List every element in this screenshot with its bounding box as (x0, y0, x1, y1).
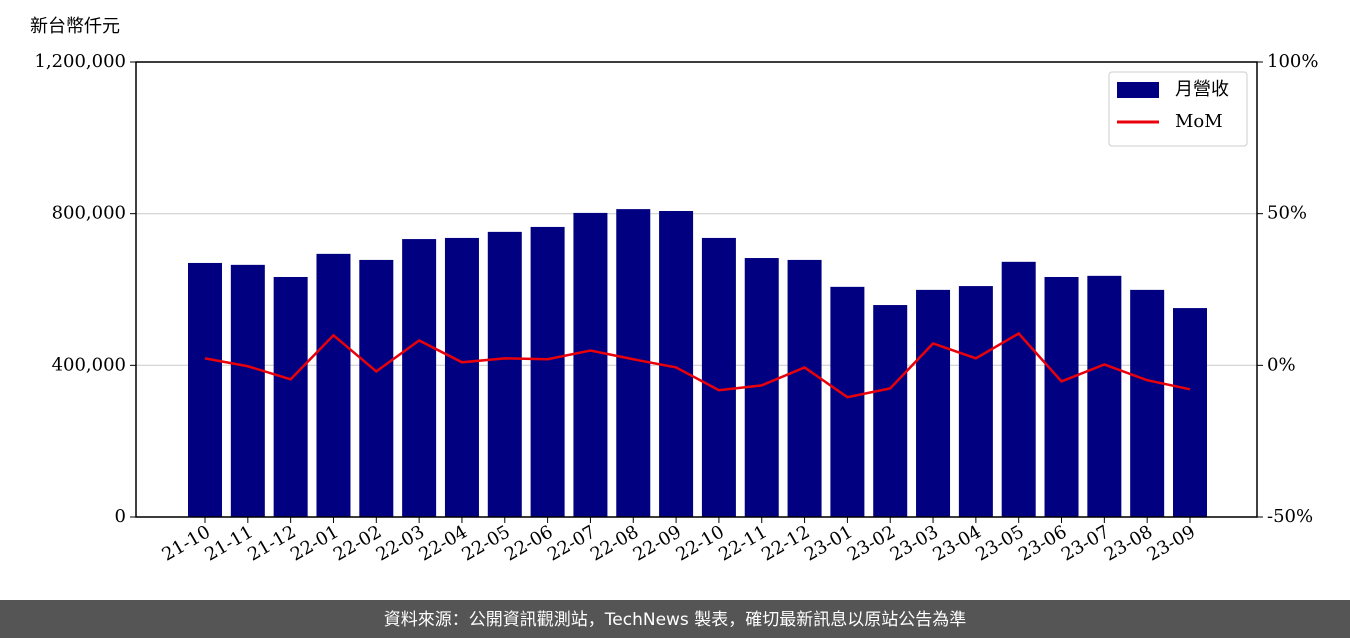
x-tick-label: 21-11 (201, 521, 256, 565)
legend-label: MoM (1175, 111, 1223, 132)
bar (1001, 261, 1036, 517)
y2-tick-label: 100% (1267, 51, 1318, 72)
bar (444, 237, 479, 517)
bar (1173, 308, 1207, 517)
bar (530, 226, 565, 517)
bar (1130, 289, 1165, 517)
x-tick-label: 23-08 (1101, 521, 1156, 565)
bar (873, 305, 908, 517)
bar (273, 276, 308, 517)
bar (1087, 275, 1122, 517)
x-tick-label: 22-06 (501, 521, 556, 565)
y2-tick-label: -50% (1267, 506, 1313, 527)
y-axis-label: 新台幣仟元 (30, 16, 120, 37)
bar (787, 259, 822, 517)
x-tick-label: 22-10 (672, 521, 727, 565)
bar (402, 239, 437, 517)
x-tick-label: 23-04 (929, 521, 984, 565)
x-tick-label: 22-04 (416, 521, 471, 565)
x-tick-label: 21-12 (244, 521, 299, 565)
line (204, 331, 1191, 399)
x-tick-label: 22-01 (287, 521, 342, 565)
x-tick-label: 22-07 (544, 521, 599, 565)
x-tick-label: 23-07 (1058, 521, 1113, 565)
bar (701, 237, 736, 517)
x-tick-label: 23-02 (844, 521, 899, 565)
y-tick-label: 400,000 (52, 354, 126, 375)
x-tick-label: 23-06 (1015, 521, 1070, 565)
x-tick-label: 21-10 (159, 521, 214, 565)
x-tick-label: 22-08 (587, 521, 642, 565)
legend-label: 月營收 (1175, 79, 1229, 100)
x-tick-label: 22-09 (630, 521, 685, 565)
y-tick-label: 1,200,000 (34, 51, 126, 72)
bar (1044, 276, 1079, 517)
x-tick-label: 23-01 (801, 521, 856, 565)
bar (830, 286, 865, 517)
y-tick-label: 0 (115, 506, 126, 527)
bar (188, 262, 222, 517)
x-tick-label: 22-11 (715, 521, 770, 565)
x-tick-label: 23-05 (972, 521, 1027, 565)
x-tick-label: 22-12 (758, 521, 813, 565)
y2-tick-label: 50% (1267, 203, 1307, 224)
x-tick-label: 22-05 (458, 521, 513, 565)
bar (659, 211, 694, 517)
bar (616, 209, 651, 517)
bar (916, 289, 951, 517)
y2-tick-label: 0% (1267, 354, 1296, 375)
bar (359, 259, 394, 517)
x-tick-label: 23-03 (887, 521, 942, 565)
x-tick-label: 22-03 (373, 521, 428, 565)
plot-frame (135, 61, 1258, 518)
bar (487, 231, 522, 517)
bar (316, 253, 351, 517)
x-tick-label: 22-02 (330, 521, 385, 565)
x-tick-label: 23-09 (1144, 521, 1199, 565)
y-tick-label: 800,000 (52, 203, 126, 224)
footer-band (0, 600, 1350, 638)
bar (573, 212, 608, 518)
bar (230, 264, 265, 517)
bar (958, 286, 993, 517)
legend-swatch (1117, 82, 1159, 98)
footer: 資料來源：公開資訊觀測站，TechNews 製表，確切最新訊息以原站公告為準 (384, 610, 966, 630)
